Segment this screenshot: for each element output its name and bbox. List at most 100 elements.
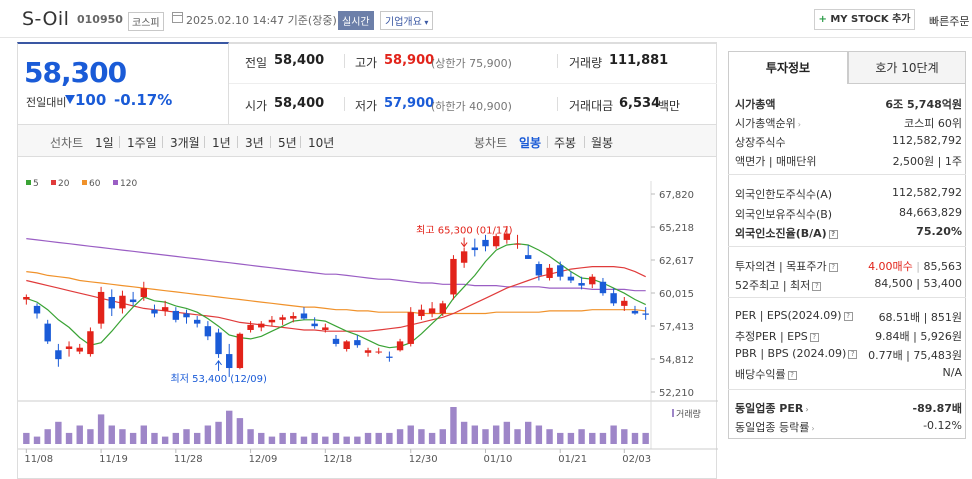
volume-bar: [322, 436, 329, 444]
info-row-label: PBR | BPS (2024.09)?: [735, 347, 858, 360]
tab-line-2[interactable]: 3개월: [170, 136, 200, 150]
volume-bar: [439, 429, 446, 444]
help-icon[interactable]: ?: [828, 229, 838, 239]
info-row-label: 배당수익률?: [735, 366, 797, 382]
x-tick-label: 11/19: [99, 454, 128, 465]
chevron-down-icon: ▾: [421, 18, 429, 27]
amount-label: 거래대금: [569, 99, 614, 113]
volume-bar: [226, 410, 233, 444]
volume-bar: [87, 429, 94, 444]
candle-body: [55, 350, 62, 360]
x-tick-label: 12/18: [323, 454, 352, 465]
tab-investment-info[interactable]: 투자정보: [728, 51, 848, 84]
candle-body: [76, 347, 83, 352]
candle-body: [589, 276, 596, 285]
info-row-value: 4.00매수 | 85,563: [868, 260, 962, 273]
candle-body: [140, 288, 147, 297]
volume-bar: [343, 436, 350, 444]
info-row-value: 2,500원 | 1주: [892, 155, 962, 168]
info-row-label[interactable]: 시가총액순위 ›: [735, 117, 801, 130]
corp-overview-dropdown[interactable]: 기업개요 ▾: [380, 11, 434, 30]
divider: [344, 54, 345, 68]
volume-bar: [236, 418, 244, 444]
company-name: S-Oil: [22, 8, 70, 30]
info-row-label[interactable]: 동일업종 등락률 ›: [735, 421, 815, 434]
ma120-line: [26, 238, 646, 292]
header: [0, 0, 972, 38]
candle-body: [65, 346, 73, 350]
x-tick-label: 11/08: [24, 454, 53, 465]
y-tick-label: 54,812: [659, 355, 694, 366]
stock-code: 010950: [77, 13, 123, 26]
help-icon[interactable]: ?: [843, 311, 853, 321]
candle-body: [535, 264, 543, 276]
tab-line-6[interactable]: 10년: [308, 136, 335, 150]
help-icon[interactable]: ?: [812, 281, 822, 291]
ma60-line: [26, 271, 646, 315]
tab-candle-1[interactable]: 주봉: [554, 136, 577, 150]
tab-line-3[interactable]: 1년: [212, 136, 231, 150]
info-row-value: -89.87배: [912, 402, 962, 415]
info-row-label[interactable]: 동일업종 PER ›: [735, 402, 809, 415]
add-mystock-button[interactable]: + MY STOCK 추가: [814, 9, 915, 30]
legend-label-20: 20: [58, 179, 70, 189]
y-tick-label: 52,210: [659, 388, 694, 399]
min-arrow-head: [215, 360, 222, 366]
help-icon[interactable]: ?: [848, 349, 858, 359]
quick-order-link[interactable]: 빠른주문: [929, 15, 970, 28]
divider: [162, 136, 163, 148]
volume-bar: [44, 429, 51, 444]
volume-bar: [23, 432, 30, 444]
info-row-value: 84,663,829: [899, 206, 962, 219]
volume-bar: [386, 432, 393, 444]
info-row-value: 112,582,792: [892, 134, 962, 147]
info-row-label: 액면가 | 매매단위: [735, 155, 817, 168]
y-tick-label: 62,617: [659, 256, 694, 267]
volume-bar: [557, 432, 564, 444]
candle-body: [44, 323, 51, 342]
tab-line-4[interactable]: 3년: [245, 136, 264, 150]
volume-bar: [161, 436, 169, 444]
volume-bar: [642, 432, 649, 444]
volume-bar: [183, 429, 190, 444]
price-panel: [17, 42, 229, 125]
info-row-label: 52주최고 | 최저?: [735, 277, 822, 293]
info-row-value: 84,500 | 53,400: [874, 277, 962, 290]
tab-candle-2[interactable]: 월봉: [591, 136, 614, 150]
help-icon[interactable]: ?: [787, 370, 797, 380]
tab-order-book[interactable]: 호가 10단계: [848, 51, 966, 84]
volume-bar: [546, 429, 553, 444]
candle-body: [193, 319, 201, 324]
divider: [728, 297, 966, 298]
divider: [344, 97, 345, 111]
volume-bar: [503, 421, 511, 444]
tab-line-0[interactable]: 1일: [95, 136, 114, 150]
candle-body: [642, 313, 649, 315]
volume-bar: [610, 425, 617, 444]
volume-bar: [151, 432, 158, 444]
prev-day-label: 전일대비: [26, 96, 67, 109]
info-row-label: PER | EPS(2024.09)?: [735, 309, 853, 322]
mystock-label: MY STOCK 추가: [830, 14, 911, 25]
volume-bar: [258, 432, 265, 444]
divider: [229, 83, 717, 84]
candle-body: [311, 323, 318, 327]
volume-bar: [354, 436, 361, 444]
volume-bar: [247, 429, 254, 444]
candle-body: [258, 323, 265, 328]
help-icon[interactable]: ?: [828, 262, 838, 272]
candle-body: [204, 326, 212, 337]
plus-icon: +: [818, 14, 831, 25]
tab-candle-0[interactable]: 일봉: [519, 136, 542, 150]
tab-line-5[interactable]: 5년: [278, 136, 297, 150]
candle-body: [621, 300, 628, 306]
volume-bar: [279, 432, 286, 444]
tab-line-1[interactable]: 1주일: [127, 136, 157, 150]
help-icon[interactable]: ?: [809, 332, 819, 342]
info-row-label: 추정PER | EPS?: [735, 328, 819, 344]
candle-body: [599, 281, 607, 294]
candle-body: [354, 340, 361, 346]
candle-body: [151, 309, 158, 314]
volume-bar: [215, 421, 222, 444]
x-tick-label: 12/30: [409, 454, 438, 465]
